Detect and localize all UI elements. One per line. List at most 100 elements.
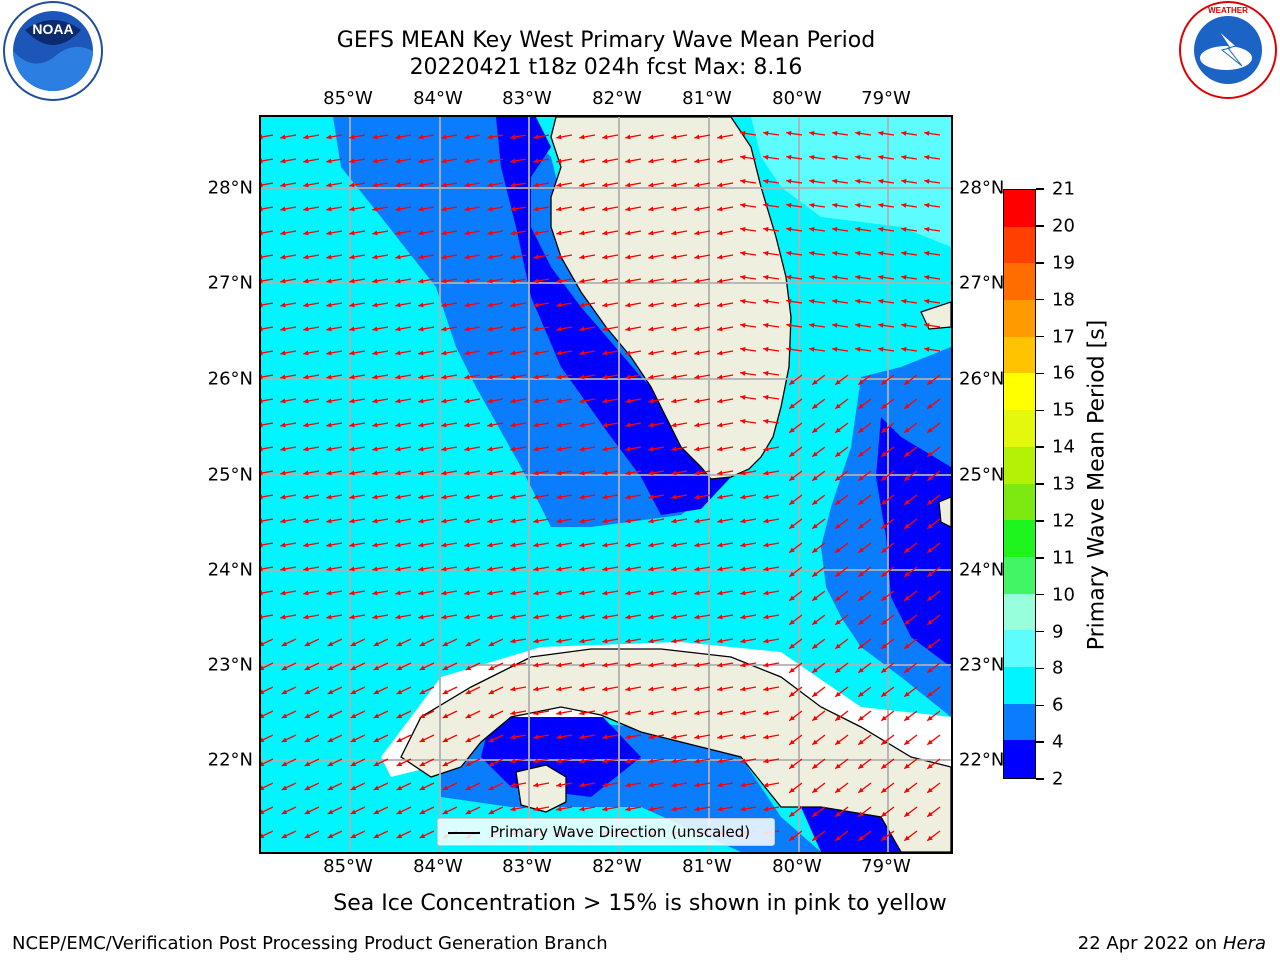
wave-arrow-head: [694, 374, 700, 380]
ocean-period-8-9-northeast: [751, 117, 951, 247]
wave-arrow: [261, 758, 274, 766]
wave-arrow-head: [304, 809, 311, 815]
wave-arrow-head: [395, 542, 401, 548]
wave-arrow-head: [464, 326, 470, 332]
wave-arrow-head: [487, 158, 493, 164]
wave-arrow-head: [261, 494, 263, 500]
wave-arrow-head: [740, 518, 746, 524]
wave-arrow-head: [763, 710, 769, 716]
wave-arrow-head: [809, 154, 815, 160]
wave-arrow-head: [763, 130, 769, 136]
wave-arrow-head: [671, 158, 677, 164]
wave-arrow-head: [763, 494, 769, 500]
wave-arrow-head: [835, 715, 841, 721]
wave-arrow-head: [510, 566, 516, 572]
wave-arrow-head: [740, 566, 746, 572]
wave-arrow-head: [396, 809, 403, 815]
wave-arrow-head: [901, 178, 907, 184]
wave-arrow-head: [327, 641, 334, 647]
wave-arrow-head: [878, 178, 884, 184]
wave-arrow-head: [835, 811, 841, 817]
colorbar-tick-mark: [1036, 557, 1044, 559]
wave-arrow-head: [881, 379, 887, 385]
wave-arrow-head: [349, 206, 355, 212]
wave-arrow-head: [812, 499, 818, 505]
wave-arrow-head: [812, 787, 818, 793]
wave-arrow-head: [372, 374, 378, 380]
chart-subtitle: 20220421 t18z 024h fcst Max: 8.16: [409, 55, 803, 80]
wave-arrow-head: [740, 130, 746, 136]
wave-arrow-head: [487, 182, 493, 188]
wave-arrow-head: [717, 710, 723, 716]
colorbar-band: [1004, 226, 1035, 264]
colorbar-tick-mark: [1036, 446, 1044, 448]
wave-arrow-head: [280, 470, 286, 476]
wave-arrow-head: [789, 451, 795, 457]
wave-arrow-head: [858, 763, 864, 769]
wave-arrow: [261, 278, 274, 282]
wave-arrow-head: [694, 734, 700, 740]
wave-arrow-head: [717, 230, 723, 236]
lon-tick-bottom: 80°W: [772, 856, 822, 877]
wave-arrow-head: [858, 523, 864, 529]
wave-arrow-head: [533, 230, 539, 236]
wave-arrow: [261, 350, 274, 354]
wave-arrow-head: [464, 518, 470, 524]
wave-arrow-head: [881, 691, 887, 697]
wave-arrow-head: [763, 614, 769, 620]
wave-arrow-head: [579, 782, 585, 788]
wave-arrow-head: [835, 499, 841, 505]
wave-arrow-head: [441, 566, 447, 572]
wave-arrow-head: [763, 346, 769, 352]
wave-arrow-head: [717, 278, 723, 284]
wave-arrow-head: [395, 470, 401, 476]
wave-arrow-head: [579, 446, 585, 452]
wave-arrow-head: [602, 518, 608, 524]
wave-arrow-head: [625, 134, 631, 140]
wave-arrow-head: [556, 758, 562, 764]
wave-arrow-head: [924, 298, 930, 304]
legend-line-swatch: [448, 832, 480, 834]
wave-arrow-head: [579, 662, 585, 668]
wave-arrow-head: [835, 763, 841, 769]
wave-arrow-head: [304, 689, 311, 695]
wave-arrow-head: [261, 206, 263, 212]
wave-arrow-head: [602, 374, 608, 380]
wave-arrow-head: [487, 494, 493, 500]
wave-arrow-head: [261, 833, 265, 839]
wave-arrow-head: [812, 451, 818, 457]
wave-arrow-head: [927, 547, 933, 553]
wave-arrow-head: [835, 427, 841, 433]
wave-arrow-head: [625, 590, 631, 596]
wave-arrow-head: [671, 230, 677, 236]
wave-arrow-head: [602, 782, 608, 788]
wave-arrow-head: [533, 134, 539, 140]
wave-arrow-head: [924, 322, 930, 328]
wave-arrow-head: [648, 662, 654, 668]
wave-arrow-head: [858, 571, 864, 577]
wave-arrow-head: [303, 326, 309, 332]
wave-arrow-head: [858, 811, 864, 817]
wave-arrow-head: [809, 130, 815, 136]
wave-arrow-head: [510, 398, 516, 404]
wave-arrow-head: [556, 734, 562, 740]
wave-arrow: [261, 614, 274, 618]
wave-arrow: [261, 302, 274, 306]
wave-arrow-head: [533, 494, 539, 500]
lat-tick-right: 23°N: [959, 654, 1005, 676]
wave-arrow-head: [602, 758, 608, 764]
wave-arrow-head: [740, 806, 746, 812]
wave-arrow-head: [740, 662, 746, 668]
wave-arrow-head: [648, 278, 654, 284]
wave-arrow-head: [694, 302, 700, 308]
wave-arrow-head: [441, 134, 447, 140]
colorbar-band: [1004, 446, 1035, 484]
wave-arrow-head: [465, 713, 472, 719]
wave-arrow-head: [671, 590, 677, 596]
lat-tick-right: 22°N: [959, 749, 1005, 771]
wave-arrow-head: [303, 422, 309, 428]
footer-machine: Hera: [1222, 933, 1266, 954]
wave-arrow-head: [694, 278, 700, 284]
wave-arrow-head: [625, 662, 631, 668]
wave-arrow-head: [671, 254, 677, 260]
